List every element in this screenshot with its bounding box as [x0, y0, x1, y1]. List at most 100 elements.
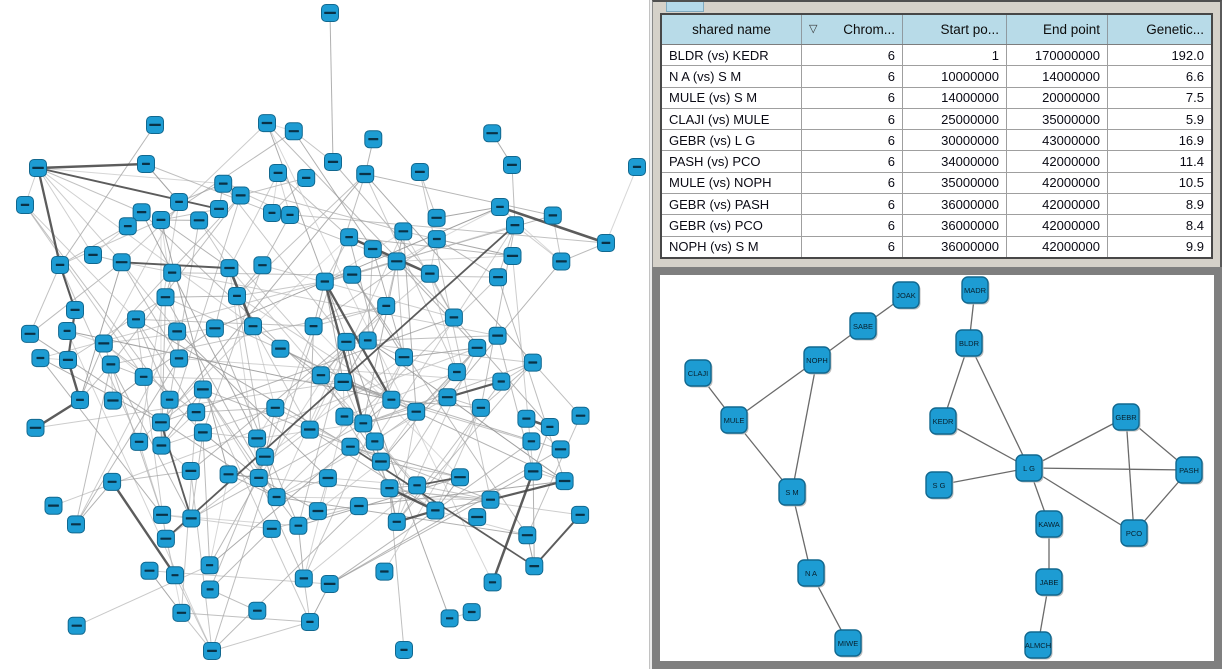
network-node[interactable] [517, 409, 536, 428]
network-node[interactable] [244, 317, 262, 336]
network-node[interactable] [21, 324, 39, 343]
table-cell[interactable]: MULE (vs) S M [662, 87, 802, 108]
network-node[interactable] [130, 432, 149, 451]
table-row[interactable]: N A (vs) S M 6 10000000 14000000 6.6 [662, 66, 1211, 88]
network-node[interactable] [193, 380, 212, 399]
table-cell[interactable]: 25000000 [903, 108, 1007, 130]
table-row[interactable]: NOPH (vs) S M 6 36000000 42000000 9.9 [662, 236, 1211, 257]
node-kawa[interactable]: KAWA [1035, 510, 1064, 539]
network-node[interactable] [365, 432, 384, 451]
table-cell[interactable]: GEBR (vs) L G [662, 130, 802, 151]
network-node[interactable] [134, 367, 153, 386]
network-node[interactable] [408, 476, 427, 495]
network-node[interactable] [163, 263, 182, 282]
network-node[interactable] [555, 472, 574, 491]
network-node[interactable] [571, 406, 590, 425]
table-cell[interactable]: PASH (vs) PCO [662, 151, 802, 172]
network-node[interactable] [132, 203, 151, 222]
network-node[interactable] [525, 557, 544, 576]
network-node[interactable] [364, 130, 383, 149]
network-node[interactable] [255, 447, 274, 466]
network-node[interactable] [628, 158, 646, 176]
network-node[interactable] [427, 230, 446, 249]
network-node[interactable] [146, 116, 164, 134]
node-mule[interactable]: MULE [720, 406, 749, 435]
network-node[interactable] [375, 562, 394, 581]
network-node[interactable] [337, 332, 356, 351]
network-node[interactable] [483, 573, 502, 592]
table-cell[interactable]: 1 [903, 45, 1007, 66]
network-node[interactable] [166, 566, 184, 585]
table-cell[interactable]: 6 [802, 194, 903, 215]
network-node[interactable] [523, 353, 542, 372]
network-node[interactable] [334, 373, 353, 391]
node-s-m[interactable]: S M [778, 478, 807, 507]
table-cell[interactable]: 14000000 [1007, 66, 1108, 87]
network-node[interactable] [311, 366, 330, 385]
network-node[interactable] [308, 502, 327, 521]
network-node[interactable] [172, 603, 191, 622]
network-node[interactable] [492, 372, 511, 391]
network-node[interactable] [447, 363, 466, 382]
network-node[interactable] [394, 222, 413, 241]
network-node[interactable] [427, 208, 446, 227]
network-node[interactable] [248, 601, 267, 620]
network-node[interactable] [315, 272, 334, 291]
table-cell[interactable]: 6 [802, 172, 903, 194]
network-node[interactable] [395, 641, 413, 659]
column-header-end-point[interactable]: End point [1007, 15, 1108, 44]
network-node[interactable] [127, 310, 146, 329]
network-node[interactable] [318, 469, 337, 488]
network-node[interactable] [67, 515, 85, 534]
network-node[interactable] [267, 488, 286, 507]
overview-network-panel[interactable] [0, 0, 649, 669]
network-node[interactable] [281, 206, 299, 224]
table-cell[interactable]: 42000000 [1007, 194, 1108, 215]
table-cell[interactable]: 11.4 [1179, 154, 1204, 170]
network-node[interactable] [29, 159, 47, 177]
network-node[interactable] [491, 198, 509, 216]
network-node[interactable] [335, 407, 354, 426]
network-node[interactable] [489, 268, 507, 287]
table-cell[interactable]: 10000000 [903, 66, 1007, 87]
network-node[interactable] [137, 155, 155, 173]
network-node[interactable] [193, 423, 212, 442]
table-cell[interactable]: 20000000 [1007, 87, 1108, 108]
network-node[interactable] [462, 603, 481, 622]
table-cell[interactable]: 6 [802, 87, 903, 108]
table-cell[interactable]: 6.6 [1185, 68, 1204, 84]
table-cell[interactable]: 42000000 [1007, 215, 1108, 236]
table-row[interactable]: MULE (vs) NOPH 6 35000000 42000000 10.5 [662, 172, 1211, 195]
network-node[interactable] [152, 211, 170, 229]
network-node[interactable] [371, 452, 390, 471]
network-node[interactable] [112, 253, 131, 272]
network-node[interactable] [205, 319, 224, 338]
network-node[interactable] [451, 468, 469, 487]
network-node[interactable] [181, 462, 200, 480]
network-node[interactable] [253, 256, 272, 275]
network-node[interactable] [506, 216, 524, 235]
node-jabe[interactable]: JABE [1035, 568, 1064, 597]
network-node[interactable] [103, 472, 122, 491]
network-node[interactable] [266, 398, 285, 417]
table-cell[interactable]: 36000000 [903, 215, 1007, 236]
network-node[interactable] [444, 308, 463, 327]
overview-network-canvas[interactable] [0, 0, 649, 669]
node-pco[interactable]: PCO [1120, 519, 1149, 548]
network-node[interactable] [263, 204, 281, 222]
network-node[interactable] [387, 512, 406, 531]
network-node[interactable] [349, 497, 368, 516]
network-node[interactable] [220, 259, 239, 278]
network-node[interactable] [262, 519, 281, 538]
table-cell[interactable]: CLAJI (vs) MULE [662, 108, 802, 130]
table-cell[interactable]: GEBR (vs) PASH [662, 194, 802, 215]
table-cell[interactable]: 7.5 [1185, 90, 1204, 106]
network-node[interactable] [66, 301, 84, 319]
table-cell[interactable]: 6 [802, 45, 903, 66]
network-node[interactable] [103, 391, 122, 410]
table-cell[interactable]: 192.0 [1171, 47, 1204, 63]
table-cell[interactable]: 6 [802, 151, 903, 172]
network-node[interactable] [118, 217, 137, 236]
table-cell[interactable]: GEBR (vs) PCO [662, 215, 802, 236]
network-node[interactable] [51, 256, 69, 274]
